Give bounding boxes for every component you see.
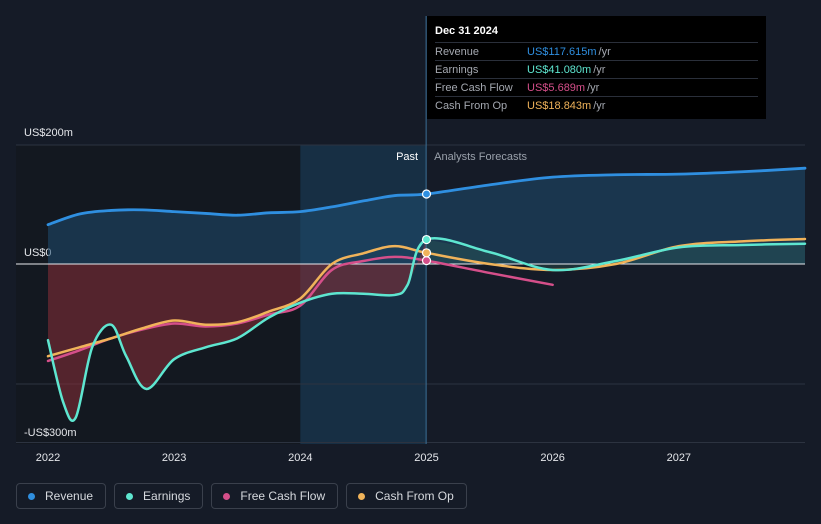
y-tick-label-1: US$0	[24, 247, 52, 259]
y-tick-label-0: US$200m	[24, 127, 73, 139]
tooltip-unit: /yr	[598, 45, 611, 58]
chart-tooltip: Dec 31 2024 Revenue US$117.615m/yr Earning…	[427, 16, 766, 119]
legend-item-cash-from-op[interactable]: Cash From Op	[346, 483, 467, 509]
tooltip-value: US$18.843m	[527, 99, 592, 112]
x-tick-label-2024: 2024	[288, 452, 312, 464]
legend-label: Cash From Op	[375, 489, 454, 503]
forecast-label: Analysts Forecasts	[434, 151, 527, 163]
series-line-revenue	[46, 166, 807, 227]
tooltip-value: US$5.689m	[527, 81, 586, 94]
marker-free-cash-flow	[421, 256, 432, 266]
earnings-loss-area	[48, 239, 427, 421]
x-tick-label-2027: 2027	[667, 452, 691, 464]
legend-dot-icon	[223, 492, 231, 500]
legend-item-free-cash-flow[interactable]: Free Cash Flow	[211, 483, 339, 509]
marker-cash-from-op	[421, 248, 432, 258]
legend-item-earnings[interactable]: Earnings	[114, 483, 204, 509]
legend-label: Free Cash Flow	[240, 489, 326, 503]
tooltip-row: Earnings US$41.080m/yr	[435, 60, 758, 78]
tooltip-row: Revenue US$117.615m/yr	[435, 42, 758, 60]
tooltip-value: US$117.615m	[527, 45, 597, 58]
legend-item-revenue[interactable]: Revenue	[16, 483, 107, 509]
marker-earnings	[421, 234, 432, 245]
past-label: Past	[396, 151, 418, 163]
tooltip-row: Cash From Op US$18.843m/yr	[435, 96, 758, 114]
tooltip-label: Cash From Op	[435, 99, 508, 112]
legend-dot-icon	[28, 492, 35, 500]
tooltip-unit: /yr	[587, 81, 600, 94]
x-tick-label-2025: 2025	[414, 452, 438, 464]
tooltip-value: US$41.080m	[527, 63, 592, 76]
chart-legend: Revenue Earnings Free Cash Flow Cash From O…	[16, 483, 467, 509]
marker-revenue	[421, 189, 432, 199]
tooltip-label: Free Cash Flow	[435, 81, 513, 94]
x-tick-label-2022: 2022	[36, 452, 60, 464]
series-line-cash-from-op	[46, 237, 807, 358]
legend-label: Earnings	[143, 489, 191, 503]
legend-dot-icon	[126, 492, 134, 500]
tooltip-label: Earnings	[435, 63, 479, 76]
tooltip-unit: /yr	[593, 99, 606, 112]
tooltip-label: Revenue	[435, 45, 480, 58]
x-tick-label-2023: 2023	[162, 452, 186, 464]
tooltip-date: Dec 31 2024	[435, 25, 498, 37]
series-line-earnings	[46, 237, 807, 423]
tooltip-row: Free Cash Flow US$5.689m/yr	[435, 78, 758, 96]
y-tick-label-2: -US$300m	[24, 427, 77, 439]
legend-label: Revenue	[45, 489, 94, 503]
x-tick-label-2026: 2026	[540, 452, 564, 464]
tooltip-unit: /yr	[593, 63, 606, 76]
legend-dot-icon	[358, 492, 366, 500]
